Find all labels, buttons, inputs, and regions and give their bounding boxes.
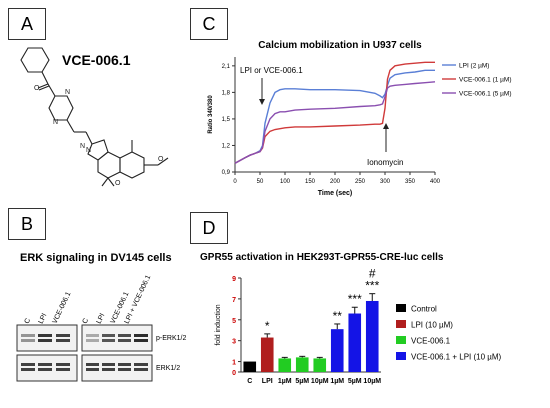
significance-label: # <box>369 267 376 281</box>
x-tick-label: 0 <box>233 179 237 185</box>
svg-text:N: N <box>80 143 85 150</box>
lane-label: LPI + VCE-006.1 <box>123 274 153 325</box>
series-line <box>234 81 436 164</box>
annotation-label: Ionomycin <box>367 158 403 167</box>
legend-label: Control <box>411 305 437 314</box>
bar <box>260 337 274 372</box>
western-blot <box>16 324 153 382</box>
annotation-label: LPI or VCE-006.1 <box>240 66 303 75</box>
calcium-line-chart: Calcium mobilization in U937 cells 0 50 100… <box>208 40 512 197</box>
panel-a-label: A <box>8 8 46 40</box>
band-label: ERK1/2 <box>156 365 181 372</box>
compound-name: VCE-006.1 <box>62 52 131 68</box>
legend-swatch <box>396 320 406 328</box>
svg-text:N: N <box>53 119 58 126</box>
legend-label: VCE-006.1 (1 µM) <box>459 77 512 84</box>
chart-title: GPR55 activation in HEK293T-GPR55-CRE-lu… <box>200 252 444 263</box>
legend-swatch <box>396 352 406 360</box>
x-tick-label: C <box>247 378 252 385</box>
y-tick-label: 7 <box>232 297 236 304</box>
panel-c-label: C <box>190 8 228 40</box>
significance-label: *** <box>365 279 379 293</box>
legend-label: VCE-006.1 + LPI (10 µM) <box>411 353 502 362</box>
legend-swatch <box>396 336 406 344</box>
y-axis-label: Ratio 340/380 <box>208 95 214 134</box>
x-tick-label: 5µM <box>295 378 309 385</box>
x-tick-label: 150 <box>305 179 316 185</box>
x-tick-label: LPI <box>262 378 273 385</box>
svg-text:N: N <box>65 89 70 96</box>
y-tick-label: 1,2 <box>222 143 231 149</box>
x-tick-label: 1µM <box>278 378 292 385</box>
y-tick-label: 0 <box>232 370 236 377</box>
svg-text:O: O <box>115 180 121 187</box>
chemical-structure: O N N N N O O <box>20 47 169 187</box>
legend-label: LPI (2 µM) <box>459 63 489 70</box>
bar <box>243 361 257 372</box>
svg-text:O: O <box>34 85 40 92</box>
x-tick-label: 1µM <box>330 378 344 385</box>
arrow-head <box>259 99 265 105</box>
legend-label: VCE-006.1 <box>411 337 451 346</box>
x-tick-label: 250 <box>355 179 366 185</box>
x-tick-label: 200 <box>330 179 341 185</box>
y-tick-label: 9 <box>232 276 236 283</box>
gpr55-bar-chart: GPR55 activation in HEK293T-GPR55-CRE-lu… <box>200 252 502 385</box>
bar <box>278 358 292 372</box>
x-tick-label: 400 <box>430 179 441 185</box>
y-tick-label: 0,9 <box>222 170 231 176</box>
y-axis-label: fold induction <box>215 304 222 345</box>
x-tick-label: 300 <box>380 179 391 185</box>
x-tick-label: 10µM <box>311 378 329 385</box>
legend-swatch <box>396 304 406 312</box>
x-tick-label: 5µM <box>348 378 362 385</box>
bar <box>295 357 309 372</box>
significance-label: ** <box>333 309 343 323</box>
x-tick-label: 100 <box>280 179 291 185</box>
y-tick-label: 2,1 <box>222 64 231 70</box>
panel-b-label: B <box>8 208 46 240</box>
svg-text:O: O <box>158 156 164 163</box>
bar <box>330 329 344 372</box>
y-tick-label: 3 <box>232 339 236 346</box>
arrow-head <box>383 123 389 129</box>
y-tick-label: 1,8 <box>222 90 231 96</box>
y-tick-label: 5 <box>232 318 236 325</box>
bar <box>365 300 379 372</box>
panel-d-label: D <box>190 212 228 244</box>
bar <box>313 358 327 372</box>
significance-label: *** <box>348 292 362 306</box>
legend-label: VCE-006.1 (5 µM) <box>459 91 512 98</box>
chart-title: Calcium mobilization in U937 cells <box>258 40 422 51</box>
x-axis-label: Time (sec) <box>318 190 353 197</box>
y-tick-label: 1 <box>232 360 236 367</box>
svg-text:N: N <box>86 147 91 154</box>
x-tick-label: 350 <box>405 179 416 185</box>
significance-label: * <box>265 319 270 333</box>
series-line <box>234 61 435 164</box>
bar <box>348 313 362 372</box>
band-label: p-ERK1/2 <box>156 335 187 342</box>
lane-label: VCE-006.1 <box>51 291 73 325</box>
panel-b-title: ERK signaling in DV145 cells <box>20 252 172 264</box>
x-tick-label: 10µM <box>363 378 381 385</box>
x-tick-label: 50 <box>257 179 264 185</box>
y-tick-label: 1,5 <box>222 117 231 123</box>
legend-label: LPI (10 µM) <box>411 321 453 330</box>
